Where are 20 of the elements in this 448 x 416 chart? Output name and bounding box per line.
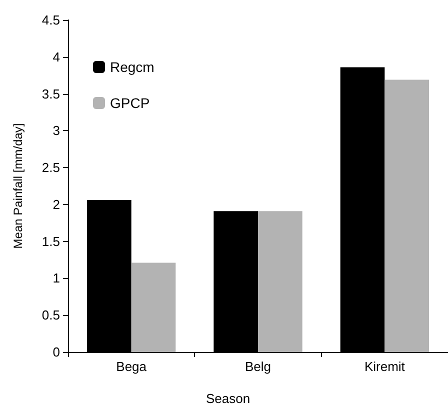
y-tick-label: 1 (52, 270, 60, 286)
bar (384, 80, 429, 352)
legend-label: GPCP (110, 95, 150, 111)
y-axis-title: Mean Painfall [mm/day] (11, 123, 25, 249)
y-tick-label: 1.5 (42, 234, 60, 249)
y-tick-label: 3 (52, 123, 60, 138)
x-tick-label: Bega (116, 359, 148, 374)
y-tick-label: 4 (52, 49, 60, 64)
x-tick-label: Belg (244, 359, 272, 374)
y-tick-label: 4.5 (42, 12, 60, 28)
y-tick-label: 0 (52, 344, 60, 360)
x-tick-label: Kiremit (364, 359, 406, 374)
y-tick-label: 2.5 (42, 160, 60, 176)
bar (131, 262, 176, 352)
legend-label: Regcm (110, 59, 154, 75)
y-tick-label: 2 (52, 196, 60, 212)
y-tick-label: 0.5 (42, 308, 60, 323)
bar (258, 211, 302, 352)
x-axis-title: Season (206, 391, 250, 406)
y-tick-label: 3.5 (42, 86, 60, 102)
